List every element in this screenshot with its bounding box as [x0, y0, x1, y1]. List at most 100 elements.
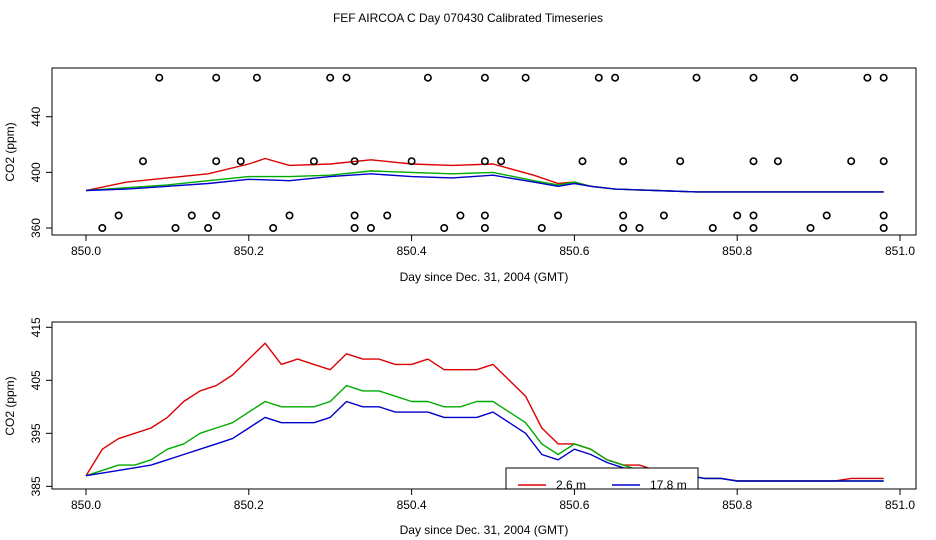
flag-marker — [822, 211, 831, 220]
flag-marker — [619, 211, 628, 220]
x-tick-label: 850.4 — [397, 498, 427, 512]
flag-marker — [879, 73, 888, 82]
bottom-series — [85, 342, 884, 482]
flag-marker — [309, 157, 318, 166]
flag-marker — [383, 211, 392, 220]
flag-marker — [537, 224, 546, 233]
flag-marker — [269, 224, 278, 233]
x-tick-label: 850.6 — [559, 244, 589, 258]
y-tick-label: 400 — [29, 162, 43, 182]
flag-marker — [440, 224, 449, 233]
x-tick-label: 851.0 — [885, 498, 915, 512]
flag-marker — [619, 224, 628, 233]
flag-marker — [676, 157, 685, 166]
x-tick-label: 850.0 — [71, 244, 101, 258]
y-tick-label: 440 — [29, 106, 43, 126]
flag-marker — [497, 157, 506, 166]
bottom-x-axis-label: Day since Dec. 31, 2004 (GMT) — [400, 523, 569, 537]
flag-marker — [155, 73, 164, 82]
x-tick-label: 850.6 — [559, 498, 589, 512]
y-tick-label: 395 — [29, 423, 43, 443]
flag-marker — [708, 224, 717, 233]
y-tick-label: 415 — [29, 317, 43, 337]
top-plot-frame — [51, 67, 917, 236]
bottom-panel: 850.0 850.2 850.4 850.6 850.8 851.0 385 395 405 4… — [3, 317, 917, 537]
top-panel: 850.0 850.2 850.4 850.6 850.8 851.0360400440 … — [3, 67, 917, 284]
y-tick-label: 385 — [29, 476, 43, 496]
series-line-8-2-m — [85, 384, 884, 482]
x-tick-label: 850.0 — [71, 498, 101, 512]
bottom-axes: 850.0 850.2 850.4 850.6 850.8 851.0 385 395 405 4… — [29, 317, 915, 512]
flag-marker — [456, 211, 465, 220]
bottom-legend: 2.6 m 17.8 m — [505, 467, 699, 492]
flag-marker — [879, 211, 888, 220]
top-y-axis-label: CO2 (ppm) — [3, 122, 17, 181]
flag-marker — [847, 157, 856, 166]
x-tick-label: 850.8 — [722, 244, 752, 258]
flag-marker — [98, 224, 107, 233]
flag-marker — [619, 157, 628, 166]
series-line-17-8-m — [85, 400, 884, 482]
flag-marker — [594, 73, 603, 82]
flag-marker — [749, 211, 758, 220]
flag-marker — [423, 73, 432, 82]
y-tick-label: 405 — [29, 370, 43, 390]
top-markers — [98, 73, 888, 233]
flag-marker — [773, 157, 782, 166]
series-line-17-8-m — [85, 173, 884, 193]
x-tick-label: 851.0 — [885, 244, 915, 258]
x-tick-label: 850.2 — [234, 244, 264, 258]
x-tick-label: 850.4 — [397, 244, 427, 258]
flag-marker — [806, 224, 815, 233]
flag-marker — [407, 157, 416, 166]
top-series — [85, 157, 884, 193]
figure-title: FEF AIRCOA C Day 070430 Calibrated Times… — [333, 11, 603, 25]
x-tick-label: 850.2 — [234, 498, 264, 512]
y-tick-label: 360 — [29, 218, 43, 238]
bottom-plot-frame — [51, 321, 917, 490]
flag-marker — [879, 157, 888, 166]
flag-marker — [480, 73, 489, 82]
legend-box — [505, 467, 699, 490]
flag-marker — [350, 211, 359, 220]
flag-marker — [749, 157, 758, 166]
flag-marker — [212, 73, 221, 82]
flag-marker — [366, 224, 375, 233]
top-axes: 850.0 850.2 850.4 850.6 850.8 851.0 360 400 440 — [29, 106, 915, 258]
flag-marker — [578, 157, 587, 166]
flag-marker — [749, 224, 758, 233]
flag-marker — [342, 73, 351, 82]
flag-marker — [480, 211, 489, 220]
flag-marker — [187, 211, 196, 220]
flag-marker — [863, 73, 872, 82]
flag-marker — [879, 224, 888, 233]
flag-marker — [171, 224, 180, 233]
flag-marker — [611, 73, 620, 82]
flag-marker — [635, 224, 644, 233]
flag-marker — [790, 73, 799, 82]
flag-marker — [212, 211, 221, 220]
flag-marker — [692, 73, 701, 82]
flag-marker — [733, 211, 742, 220]
legend-label: 17.8 m — [650, 478, 687, 492]
flag-marker — [749, 73, 758, 82]
flag-marker — [114, 211, 123, 220]
flag-marker — [350, 157, 359, 166]
flag-marker — [212, 157, 221, 166]
x-tick-label: 850.8 — [722, 498, 752, 512]
flag-marker — [350, 224, 359, 233]
legend-label: 2.6 m — [556, 478, 586, 492]
flag-marker — [554, 211, 563, 220]
bottom-y-axis-label: CO2 (ppm) — [3, 376, 17, 435]
flag-marker — [285, 211, 294, 220]
flag-marker — [236, 157, 245, 166]
flag-marker — [480, 224, 489, 233]
flag-marker — [521, 73, 530, 82]
flag-marker — [326, 73, 335, 82]
flag-marker — [480, 157, 489, 166]
top-x-axis-label: Day since Dec. 31, 2004 (GMT) — [400, 270, 569, 284]
flag-marker — [139, 157, 148, 166]
flag-marker — [204, 224, 213, 233]
series-line-2-6-m — [85, 342, 884, 482]
